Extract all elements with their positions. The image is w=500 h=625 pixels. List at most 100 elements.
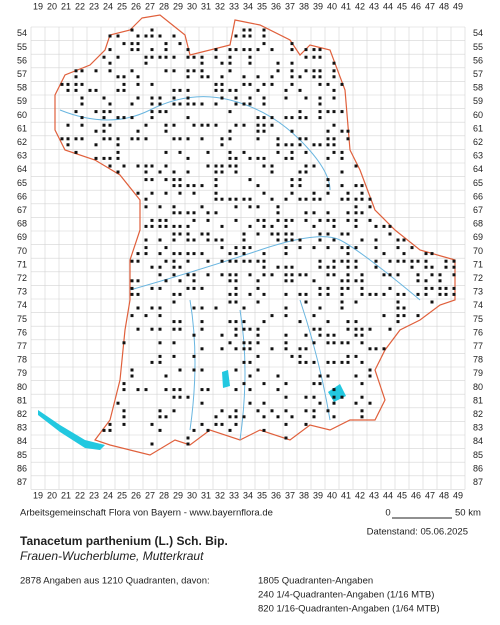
occurrence-dot <box>360 415 364 419</box>
occurrence-dot <box>214 191 218 195</box>
occurrence-dot <box>318 401 322 405</box>
lake <box>328 384 346 402</box>
occurrence-dot <box>298 170 302 174</box>
occurrence-dot <box>340 184 344 188</box>
occurrence-dot <box>346 341 350 345</box>
occurrence-dot <box>158 306 162 310</box>
occurrence-dot <box>158 327 162 331</box>
occurrence-dot <box>374 292 378 296</box>
occurrence-dot <box>304 170 308 174</box>
x-label: 43 <box>369 490 379 500</box>
occurrence-dot <box>332 75 336 79</box>
occurrence-dot <box>402 238 406 242</box>
occurrence-dot <box>262 164 266 168</box>
occurrence-dot <box>340 300 344 304</box>
occurrence-dot <box>144 164 148 168</box>
occurrence-dot <box>234 415 238 419</box>
x-label: 23 <box>89 490 99 500</box>
breakdown: 820 1/16-Quadranten-Angaben (1/64 MTB) <box>258 604 440 615</box>
occurrence-dot <box>256 286 260 290</box>
occurrence-dot <box>298 320 302 324</box>
occurrence-dot <box>256 116 260 120</box>
occurrence-dot <box>256 341 260 345</box>
occurrence-dot <box>354 164 358 168</box>
occurrence-dot <box>312 75 316 79</box>
x-label: 48 <box>439 1 449 11</box>
occurrence-dot <box>150 48 154 52</box>
y-label: 74 <box>473 300 483 310</box>
occurrence-dot <box>192 218 196 222</box>
occurrence-dot <box>290 354 294 358</box>
occurrence-dot <box>94 129 98 133</box>
x-label: 26 <box>131 1 141 11</box>
occurrence-dot <box>326 110 330 114</box>
occurrence-dot <box>144 224 148 228</box>
occurrence-dot <box>122 75 126 79</box>
occurrence-dot <box>262 259 266 263</box>
occurrence-dot <box>164 129 168 133</box>
occurrence-dot <box>248 246 252 250</box>
occurrence-dot <box>172 273 176 277</box>
occurrence-dot <box>284 306 288 310</box>
occurrence-dot <box>144 252 148 256</box>
occurrence-dot <box>206 123 210 127</box>
occurrence-dot <box>80 123 84 127</box>
occurrence-dot <box>262 28 266 32</box>
occurrence-dot <box>178 184 182 188</box>
occurrence-dot <box>284 273 288 277</box>
occurrence-dot <box>430 265 434 269</box>
occurrence-dot <box>346 218 350 222</box>
occurrence-dot <box>374 265 378 269</box>
occurrence-dot <box>200 327 204 331</box>
occurrence-dot <box>80 137 84 141</box>
grid <box>30 26 466 490</box>
occurrence-dot <box>228 292 232 296</box>
occurrence-dot <box>74 82 78 86</box>
occurrence-dot <box>444 292 448 296</box>
occurrence-dot <box>284 395 288 399</box>
occurrence-dot <box>290 265 294 269</box>
occurrence-dot <box>262 428 266 432</box>
y-label: 82 <box>17 409 27 419</box>
occurrence-dot <box>276 211 280 215</box>
occurrence-dot <box>262 382 266 386</box>
common-name: Frauen-Wucherblume, Mutterkraut <box>20 549 204 563</box>
x-label: 24 <box>103 1 113 11</box>
occurrence-dot <box>136 48 140 52</box>
occurrence-dot <box>136 327 140 331</box>
occurrence-dot <box>172 354 176 358</box>
occurrence-dot <box>284 422 288 426</box>
occurrence-dot <box>248 197 252 201</box>
occurrence-dot <box>200 347 204 351</box>
x-label: 41 <box>341 490 351 500</box>
x-label: 37 <box>285 1 295 11</box>
occurrence-dot <box>192 252 196 256</box>
occurrence-dot <box>290 69 294 73</box>
occurrence-dot <box>284 246 288 250</box>
occurrence-dot <box>290 191 294 195</box>
occurrence-dot <box>290 184 294 188</box>
x-label: 48 <box>439 490 449 500</box>
occurrence-dot <box>360 382 364 386</box>
occurrence-dot <box>186 55 190 59</box>
occurrence-dot <box>318 48 322 52</box>
x-label: 30 <box>187 490 197 500</box>
occurrence-dot <box>402 259 406 263</box>
occurrence-dot <box>290 415 294 419</box>
occurrence-dot <box>354 259 358 263</box>
occurrence-dot <box>332 218 336 222</box>
occurrence-dot <box>116 156 120 160</box>
occurrence-dot <box>150 55 154 59</box>
y-label: 68 <box>17 219 27 229</box>
occurrence-dot <box>80 96 84 100</box>
occurrence-dot <box>312 327 316 331</box>
occurrence-dot <box>144 123 148 127</box>
occurrence-dot <box>136 34 140 38</box>
occurrence-dot <box>178 388 182 392</box>
occurrence-dot <box>122 382 126 386</box>
occurrence-dot <box>178 292 182 296</box>
occurrence-dot <box>312 409 316 413</box>
occurrence-dot <box>304 347 308 351</box>
occurrence-dot <box>262 320 266 324</box>
occurrence-dot <box>374 246 378 250</box>
